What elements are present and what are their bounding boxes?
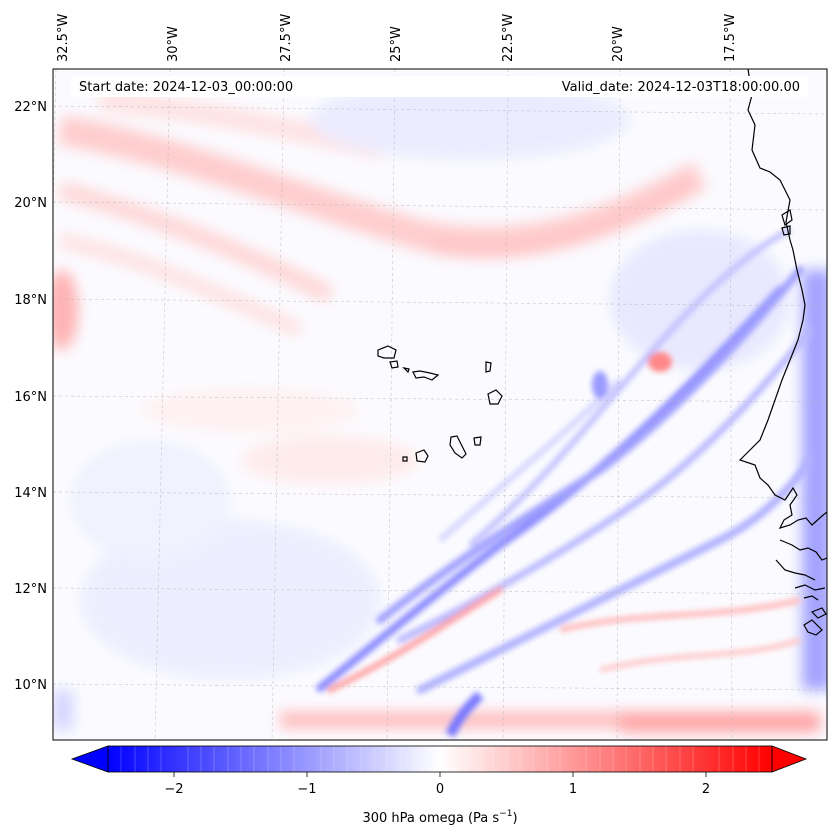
colorbar-ticks [173, 772, 707, 777]
coastlines [377, 69, 827, 636]
lat-label-22n: 22°N [14, 100, 47, 115]
lon-label-22-5w: 22.5°W [501, 14, 516, 62]
lat-label-16n: 16°N [14, 390, 47, 405]
colorbar-extend-low [70, 745, 109, 773]
lon-label-20w: 20°W [611, 26, 626, 62]
colorbar-gradient [108, 746, 772, 772]
lon-label-30w: 30°W [166, 26, 181, 62]
island-sao-nicolau [412, 370, 440, 381]
island-brava [402, 456, 408, 462]
island-sal [485, 361, 492, 373]
lat-tick-labels: 22°N 20°N 18°N 16°N 14°N 12°N 10°N [14, 100, 47, 693]
lon-label-27-5w: 27.5°W [279, 14, 294, 62]
island-santa-luzia [402, 367, 410, 374]
lat-label-14n: 14°N [14, 486, 47, 501]
lat-label-10n: 10°N [14, 678, 47, 693]
colorbar: −2 −1 0 1 2 300 hPa omega (Pa s−1) [70, 745, 808, 826]
variable-name: 300 hPa omega [2, 835, 10, 837]
island-fogo [415, 449, 429, 463]
colorbar-tick-2: 2 [702, 782, 710, 797]
colorbar-label-prefix: 300 hPa omega (Pa s [362, 811, 499, 826]
valid-date-label: Valid_date: 2024-12-03T18:00:00.00 [562, 80, 800, 95]
colorbar-label: 300 hPa omega (Pa s−1) [362, 809, 517, 826]
africa-coastline [738, 69, 827, 529]
colorbar-steps [120, 746, 760, 772]
island-boa-vista [487, 389, 503, 405]
lat-label-18n: 18°N [14, 293, 47, 308]
island-maio [473, 436, 482, 446]
colorbar-tick-0: 0 [436, 782, 444, 797]
start-date-label: Start date: 2024-12-03_00:00:00 [79, 80, 293, 95]
colorbar-tick-neg1: −1 [297, 782, 316, 797]
date-info-box [71, 76, 808, 97]
lon-label-25w: 25°W [389, 26, 404, 62]
colorbar-tick-1: 1 [569, 782, 577, 797]
plot-frame [52, 68, 828, 741]
colorbar-label-suffix: ) [512, 811, 517, 826]
lon-label-17-5w: 17.5°W [723, 14, 738, 62]
lat-label-12n: 12°N [14, 582, 47, 597]
island-sao-vicente [389, 360, 399, 369]
lon-label-32-5w: 32.5°W [56, 14, 71, 62]
island-santiago [449, 435, 467, 459]
colorbar-tick-neg2: −2 [164, 782, 183, 797]
colorbar-label-exp: −1 [499, 809, 512, 819]
omega-field [53, 69, 827, 740]
lat-label-20n: 20°N [14, 196, 47, 211]
lon-tick-labels: 32.5°W 30°W 27.5°W 25°W 22.5°W 20°W 17.5… [56, 14, 738, 62]
variable-units: Pa s⁻¹ [4, 834, 8, 837]
island-santo-antao [377, 345, 397, 359]
colorbar-extend-high [771, 745, 808, 773]
gridlines [53, 69, 827, 740]
